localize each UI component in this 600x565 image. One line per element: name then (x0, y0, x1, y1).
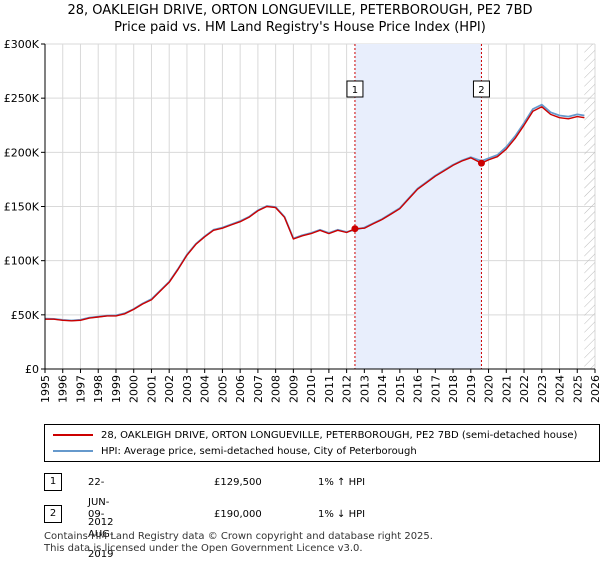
x-tick-label: 2012 (341, 375, 354, 403)
x-tick-label: 2010 (305, 375, 318, 403)
y-tick-label: £50K (11, 309, 40, 322)
legend-item-property: 28, OAKLEIGH DRIVE, ORTON LONGUEVILLE, P… (53, 428, 577, 444)
transaction-date: 22-JUN-2012 (88, 477, 114, 528)
x-tick-label: 2008 (270, 375, 283, 403)
x-tick-label: 1997 (74, 375, 87, 403)
ownership-shade (354, 44, 482, 369)
series-line-property (45, 106, 585, 322)
legend-label-property: 28, OAKLEIGH DRIVE, ORTON LONGUEVILLE, P… (101, 430, 578, 441)
x-tick-label: 2026 (589, 375, 600, 403)
x-tick-label: 2002 (163, 375, 176, 403)
x-tick-label: 1996 (57, 375, 70, 403)
x-tick-label: 2014 (376, 375, 389, 403)
x-tick-label: 2013 (358, 375, 371, 403)
x-tick-label: 1999 (110, 375, 123, 403)
x-tick-label: 2003 (181, 375, 194, 403)
y-tick-label: £150K (4, 201, 40, 214)
transaction-price: £190,000 (214, 509, 262, 520)
footer-line1: Contains HM Land Registry data © Crown c… (44, 531, 433, 542)
chart-title-line2: Price paid vs. HM Land Registry's House … (114, 20, 486, 35)
x-tick-label: 2020 (483, 375, 496, 403)
transaction-badge-label: 1 (352, 85, 358, 96)
legend-swatch-hpi (53, 450, 93, 452)
sale-point (351, 225, 359, 233)
transaction-badge: 1 (44, 473, 62, 491)
legend-label-hpi: HPI: Average price, semi-detached house,… (101, 446, 417, 457)
x-tick-label: 2009 (287, 375, 300, 403)
x-tick-label: 2021 (500, 375, 513, 403)
y-tick-label: £100K (4, 255, 40, 268)
y-tick-label: £200K (4, 146, 40, 159)
footer-line2: This data is licensed under the Open Gov… (44, 543, 363, 554)
price-chart: £0 £50K £100K £150K £200K £250K £300K 1995 1996 1… (4, 38, 600, 403)
forecast-hatch (584, 44, 595, 369)
transaction-badge-box (472, 80, 490, 98)
transaction-badge-label: 2 (478, 85, 484, 96)
x-tick-label: 2018 (447, 375, 460, 403)
transaction-badge-box (346, 80, 364, 98)
x-tick-label: 1995 (39, 375, 52, 403)
x-tick-label: 2015 (394, 375, 407, 403)
transaction-hpi-delta: 1% ↓ HPI (318, 509, 366, 520)
x-tick-label: 2023 (536, 375, 549, 403)
y-tick-label: £0 (25, 363, 39, 376)
x-tick-label: 2025 (571, 375, 584, 403)
x-tick-label: 2019 (465, 375, 478, 403)
x-tick-label: 2017 (429, 375, 442, 403)
transaction-badge-chart: 2 (472, 80, 490, 98)
transaction-date: 09-AUG-2019 (88, 509, 114, 560)
x-tick-label: 2006 (234, 375, 247, 403)
x-tick-label: 1998 (92, 375, 105, 403)
transaction-price: £129,500 (214, 477, 262, 488)
transaction-badge: 2 (44, 505, 62, 523)
y-tick-label: £250K (4, 92, 40, 105)
legend-item-hpi: HPI: Average price, semi-detached house,… (53, 444, 417, 460)
y-tick-label: £300K (4, 38, 40, 51)
sale-point (477, 159, 485, 167)
x-tick-label: 2007 (252, 375, 265, 403)
chart-legend: 28, OAKLEIGH DRIVE, ORTON LONGUEVILLE, P… (44, 424, 600, 462)
transaction-badge-chart: 1 (346, 80, 364, 98)
legend-swatch-property (53, 434, 93, 436)
x-tick-label: 2011 (323, 375, 336, 403)
transaction-hpi-delta: 1% ↑ HPI (318, 477, 366, 488)
x-tick-label: 2024 (554, 375, 567, 403)
chart-title-line1: 28, OAKLEIGH DRIVE, ORTON LONGUEVILLE, P… (67, 3, 533, 18)
x-tick-label: 2005 (216, 375, 229, 403)
x-tick-label: 2000 (128, 375, 141, 403)
x-tick-label: 2001 (145, 375, 158, 403)
footer: Contains HM Land Registry data © Crown c… (44, 531, 433, 555)
x-tick-label: 2022 (518, 375, 531, 403)
x-tick-label: 2016 (412, 375, 425, 403)
x-tick-label: 2004 (199, 375, 212, 403)
